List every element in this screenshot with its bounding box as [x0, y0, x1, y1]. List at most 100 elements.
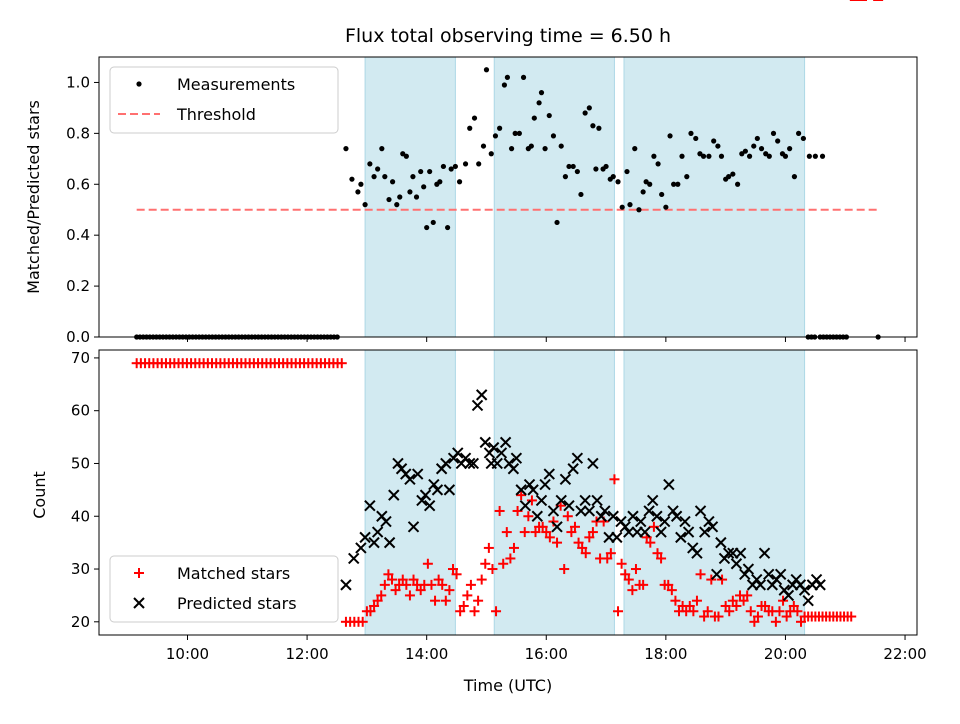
predicted-star-point — [412, 468, 424, 480]
predicted-star-point-b — [527, 484, 539, 496]
matched-star-point — [788, 600, 799, 611]
predicted-star-point-b — [611, 531, 623, 544]
measurement-point — [619, 204, 625, 210]
matched-star-point — [645, 537, 656, 548]
measurement-point — [386, 196, 392, 203]
top-y-tick-label: 1.0 — [66, 73, 90, 91]
predicted-star-point-b — [348, 552, 360, 565]
predicted-star-point-b — [798, 584, 811, 596]
matched-star-point — [691, 595, 702, 606]
predicted-star-point — [487, 441, 500, 454]
measurement-point — [570, 163, 576, 170]
matched-star-point — [727, 595, 738, 606]
matched-star-point — [404, 590, 415, 601]
top-legend-box — [109, 66, 339, 134]
x-tick-label: 20:00 — [764, 645, 807, 663]
bottom-y-tick-label: 20 — [71, 613, 90, 631]
matched-star-point — [781, 611, 792, 622]
matched-star-point — [422, 558, 433, 569]
matched-star-point — [699, 611, 710, 622]
predicted-star-point — [531, 510, 544, 522]
measurement-point — [403, 153, 409, 159]
matched-star-point — [770, 616, 781, 627]
predicted-star-point-b — [495, 447, 508, 459]
matched-star-point — [357, 616, 368, 627]
matched-star-point — [523, 511, 534, 522]
measurement-point — [684, 174, 690, 180]
predicted-star-point — [515, 484, 527, 496]
measurement-point — [758, 146, 765, 152]
matched-star-point — [566, 527, 577, 538]
predicted-star-point — [535, 494, 548, 507]
predicted-star-point-b — [510, 452, 523, 464]
bottom-y-tick-label: 50 — [71, 454, 90, 472]
predicted-star-point — [670, 510, 683, 522]
predicted-star-point — [814, 579, 826, 591]
predicted-star-point — [510, 452, 523, 464]
matched-star-point — [580, 548, 591, 559]
measurement-point — [735, 181, 741, 187]
bottom-highlight-band — [623, 349, 806, 636]
measurement-point — [394, 202, 400, 208]
predicted-star-point — [607, 510, 619, 522]
predicted-star-point — [519, 499, 532, 512]
predicted-star-point-b — [407, 521, 420, 533]
measurement-point — [371, 174, 377, 180]
legend-predicted-marker-b — [133, 597, 145, 609]
measurement-point — [700, 153, 707, 159]
predicted-star-point-b — [703, 515, 715, 528]
predicted-star-point-b — [635, 515, 647, 528]
predicted-star-point — [523, 478, 536, 491]
predicted-star-point — [798, 584, 811, 596]
predicted-star-point — [754, 579, 767, 591]
predicted-star-point-b — [763, 568, 775, 581]
measurement-point — [467, 125, 473, 131]
matched-star-point — [372, 595, 383, 606]
measurement-point — [379, 146, 385, 152]
matched-star-point — [516, 490, 527, 501]
predicted-star-point-b — [543, 468, 555, 480]
top-y-tick-label: 0.0 — [66, 328, 90, 346]
matched-star-point — [688, 606, 699, 617]
matched-star-point — [433, 574, 444, 585]
measurement-point — [483, 67, 490, 73]
measurement-point — [410, 174, 416, 180]
predicted-star-point — [658, 515, 671, 528]
matched-star-point — [573, 537, 584, 548]
measurement-point — [663, 204, 669, 210]
predicted-star-point-b — [380, 515, 392, 528]
matched-star-point — [620, 569, 631, 580]
predicted-star-point — [475, 389, 488, 401]
predicted-star-point-b — [499, 436, 512, 449]
predicted-star-point — [742, 563, 755, 575]
predicted-star-point-b — [691, 547, 703, 559]
matched-star-point — [530, 527, 541, 538]
predicted-star-point — [416, 494, 428, 507]
matched-star-point — [587, 527, 598, 538]
predicted-star-point-b — [651, 510, 663, 522]
predicted-star-point-b — [742, 563, 755, 575]
measurement-point — [349, 176, 355, 182]
matched-star-point — [537, 521, 548, 532]
measurement-point — [610, 174, 616, 180]
measurement-point — [679, 153, 685, 159]
predicted-star-point-b — [587, 457, 599, 470]
measurement-point — [456, 179, 463, 185]
predicted-star-point-b — [571, 452, 584, 464]
predicted-star-point-b — [814, 579, 826, 591]
predicted-star-point — [491, 457, 503, 470]
measurement-point — [382, 174, 388, 180]
predicted-star-point — [810, 573, 823, 586]
text-layer: Flux total observing time = 6.50 h Match… — [24, 25, 671, 695]
matched-star-point — [365, 606, 376, 617]
predicted-star-point-b — [802, 594, 814, 607]
matched-star-point — [623, 574, 634, 585]
bottom-y-tick-label: 70 — [71, 349, 90, 367]
predicted-star-point — [452, 447, 464, 459]
predicted-star-point — [559, 473, 572, 486]
matched-star-point — [792, 606, 803, 617]
predicted-star-point — [507, 463, 520, 475]
measurement-point — [632, 146, 638, 152]
measurement-point — [726, 174, 732, 180]
